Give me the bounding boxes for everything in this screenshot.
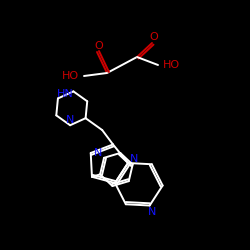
Text: N: N bbox=[148, 206, 156, 216]
Text: O: O bbox=[94, 41, 104, 51]
Text: HN: HN bbox=[57, 90, 74, 100]
Text: N: N bbox=[130, 154, 138, 164]
Text: HO: HO bbox=[62, 71, 78, 81]
Text: N: N bbox=[66, 115, 74, 125]
Text: O: O bbox=[150, 32, 158, 42]
Text: HO: HO bbox=[162, 60, 180, 70]
Text: N: N bbox=[94, 148, 102, 158]
